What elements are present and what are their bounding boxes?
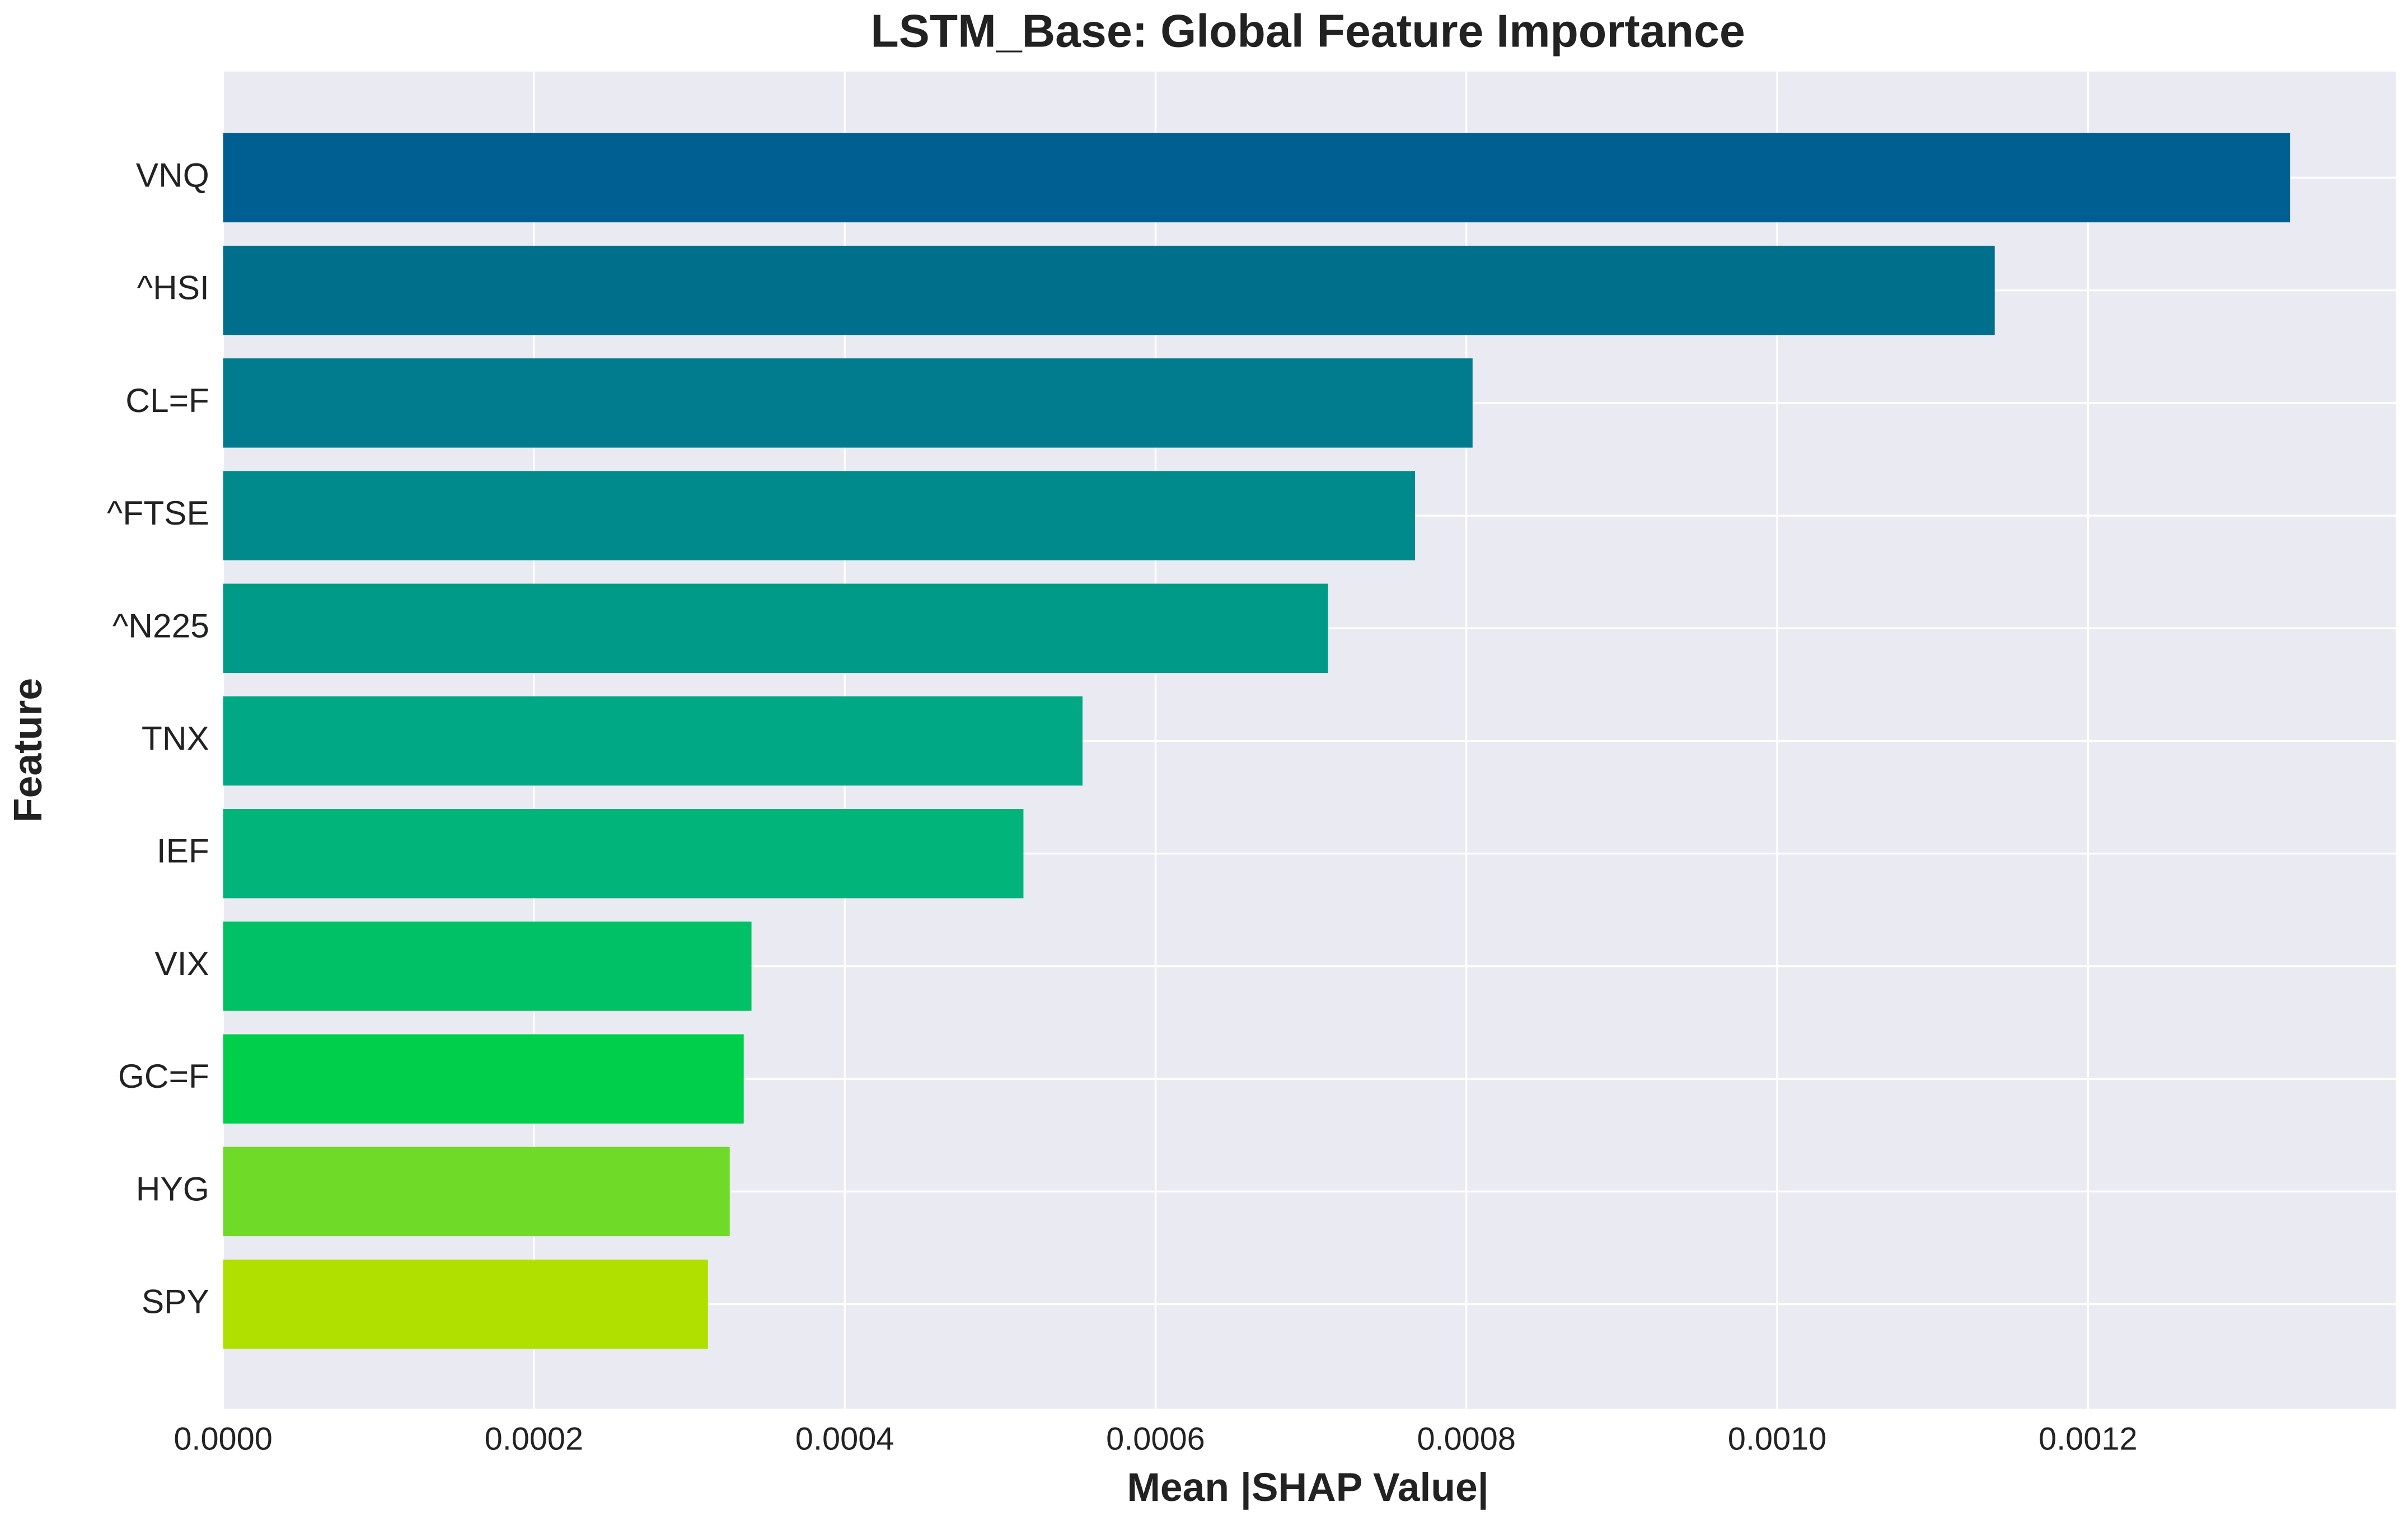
bar — [223, 358, 1473, 448]
y-tick-label: SPY — [142, 1283, 209, 1321]
bar — [223, 1259, 708, 1349]
y-tick-label: VNQ — [136, 156, 209, 194]
bar — [223, 133, 2290, 223]
y-tick-label: ^N225 — [113, 606, 209, 644]
y-tick-label: CL=F — [125, 381, 209, 419]
bar — [223, 583, 1328, 673]
y-tick-label: ^FTSE — [107, 494, 209, 532]
x-tick-label: 0.0002 — [485, 1421, 584, 1457]
x-tick-label: 0.0010 — [1728, 1421, 1827, 1457]
bar — [223, 809, 1024, 899]
y-tick-label: VIX — [154, 944, 209, 983]
x-tick-label: 0.0004 — [795, 1421, 894, 1457]
x-tick-label: 0.0006 — [1106, 1421, 1205, 1457]
chart-title: LSTM_Base: Global Feature Importance — [870, 6, 1745, 57]
bar — [223, 471, 1416, 560]
bar — [223, 245, 1995, 335]
bars — [223, 133, 2290, 1349]
y-tick-label: TNX — [142, 719, 209, 757]
y-tick-label: GC=F — [118, 1057, 209, 1095]
y-tick-label: HYG — [136, 1170, 209, 1208]
labels: 0.0000 0.0002 0.0004 0.0006 0.0008 0.0010 0.00… — [107, 156, 2138, 1457]
y-axis-label: Feature — [6, 678, 50, 822]
bar — [223, 921, 752, 1011]
bar — [223, 1034, 744, 1124]
x-tick-label: 0.0012 — [2039, 1421, 2138, 1457]
bar — [223, 1147, 730, 1237]
x-tick-label: 0.0000 — [174, 1421, 273, 1457]
bar — [223, 696, 1083, 786]
x-tick-label: 0.0008 — [1417, 1421, 1516, 1457]
y-tick-label: IEF — [157, 832, 209, 870]
x-axis-label: Mean |SHAP Value| — [1127, 1465, 1488, 1510]
y-tick-label: ^HSI — [137, 269, 209, 307]
